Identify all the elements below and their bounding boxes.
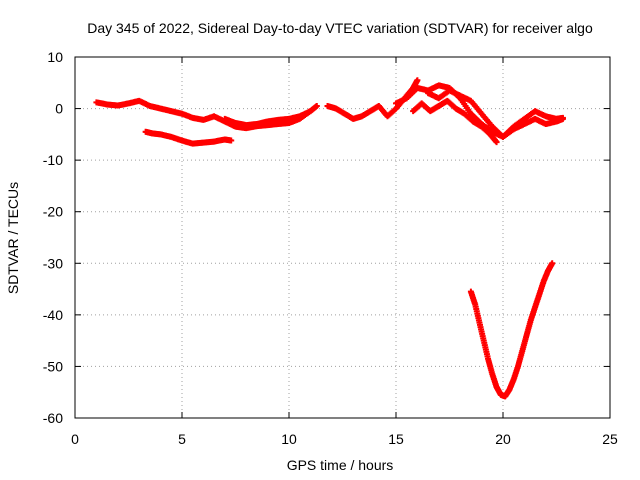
series-track-7 (425, 87, 566, 140)
y-tick-label: 10 (47, 49, 63, 65)
series-track-8 (467, 260, 556, 400)
series-track-2 (142, 128, 235, 147)
plot-frame (74, 56, 611, 419)
x-tick-label: 25 (602, 431, 618, 447)
y-tick-label: -10 (43, 152, 63, 168)
data-point (549, 260, 556, 267)
axis-ticks: 0 5 10 15 20 25 10 0 -10 -20 -30 -40 -50 -60 (43, 49, 618, 447)
data-point (559, 114, 566, 121)
x-tick-label: 0 (71, 431, 79, 447)
series-track-3 (221, 108, 314, 129)
y-tick-label: -30 (43, 255, 63, 271)
x-axis-label: GPS time / hours (287, 457, 394, 473)
y-tick-label: -60 (43, 410, 63, 426)
series-track-6 (410, 97, 500, 146)
data-point (228, 137, 235, 144)
data-points (93, 77, 566, 400)
chart-title: Day 345 of 2022, Sidereal Day-to-day VTE… (87, 20, 593, 36)
x-tick-label: 10 (281, 431, 297, 447)
data-point (414, 77, 421, 84)
y-tick-label: -50 (43, 358, 63, 374)
series-track-1 (93, 97, 320, 132)
y-tick-label: -40 (43, 307, 63, 323)
data-point (493, 139, 500, 146)
x-tick-label: 5 (178, 431, 186, 447)
x-tick-label: 20 (495, 431, 511, 447)
data-point (307, 108, 314, 115)
y-tick-label: -20 (43, 204, 63, 220)
x-tick-label: 15 (388, 431, 404, 447)
y-axis-label: SDTVAR / TECUs (5, 182, 21, 294)
y-tick-label: 0 (55, 101, 63, 117)
data-point (313, 102, 320, 109)
